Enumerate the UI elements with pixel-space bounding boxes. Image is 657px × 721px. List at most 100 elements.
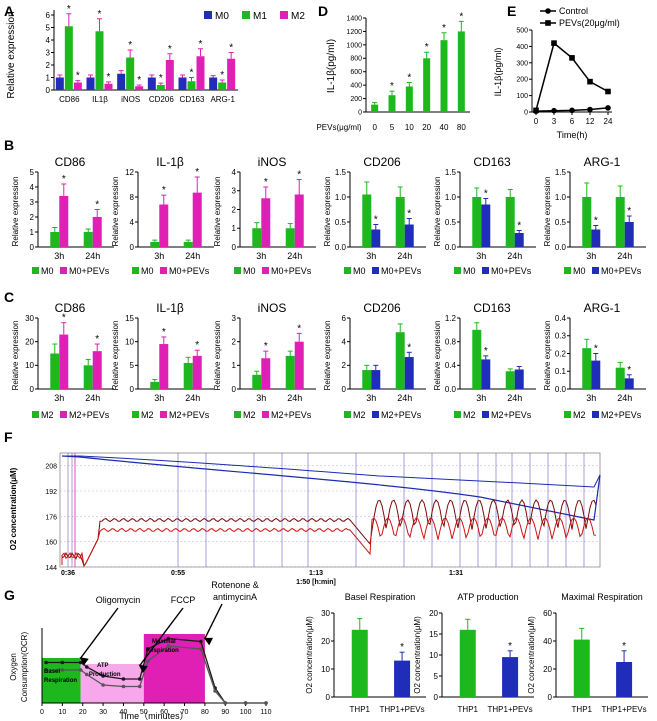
panel-g-bar-control bbox=[459, 629, 476, 697]
panel-c-y-tick-label: 2 bbox=[342, 361, 347, 370]
panel-a-legend-label: M1 bbox=[253, 11, 267, 22]
panel-a-sig-mark: * bbox=[137, 75, 141, 86]
panel-b-y-tick-label: 1 bbox=[30, 228, 35, 237]
panel-a-bar-m1 bbox=[156, 85, 165, 90]
panel-g-bar-y-tick-label: 0 bbox=[326, 693, 331, 702]
panel-a-bar-m1 bbox=[95, 31, 104, 90]
panel-g-x-tick-label: 50 bbox=[140, 709, 148, 716]
panel-a-y-tick-label: 3 bbox=[46, 48, 51, 57]
panel-a-bar-m2 bbox=[104, 83, 113, 90]
panel-c-y-tick-label: 10 bbox=[25, 361, 34, 370]
panel-a-bar-m0 bbox=[178, 77, 187, 90]
panel-d-y-tick-label: 400 bbox=[350, 83, 362, 90]
panel-e-marker-pevs bbox=[533, 107, 539, 114]
panel-b-sig-mark: * bbox=[195, 167, 199, 178]
panel-e-legend-label: Control bbox=[559, 6, 588, 16]
panel-b-bar-control bbox=[183, 242, 193, 247]
panel-c-bar-control bbox=[83, 365, 93, 389]
panel-g-trace-upper-marker bbox=[137, 677, 142, 681]
panel-b-y-tick-label: 0 bbox=[30, 243, 35, 252]
panel-a-sig-mark: * bbox=[199, 39, 203, 50]
panel-c-bar-treated bbox=[294, 341, 304, 389]
panel-g-trace-lower-marker bbox=[146, 659, 150, 663]
panel-g-x-tick-label: 80 bbox=[201, 709, 209, 716]
panel-e-x-tick-label: 12 bbox=[586, 117, 595, 126]
panel-c-legend-swatch bbox=[262, 411, 269, 418]
panel-c-x-tick-label: 3h bbox=[366, 393, 376, 403]
panel-e-y-tick-label: 400 bbox=[516, 44, 528, 51]
panel-c-sig-mark: * bbox=[162, 327, 166, 338]
panel-b-subplot-title: CD163 bbox=[473, 155, 511, 169]
panel-c-bar-treated bbox=[59, 334, 69, 389]
panel-a-legend-label: M2 bbox=[291, 11, 305, 22]
panel-b-y-tick-label: 1.5 bbox=[555, 168, 567, 177]
panel-c-bar-treated bbox=[514, 369, 524, 389]
panel-b-x-tick-label: 24h bbox=[617, 251, 632, 261]
panel-b-bar-control bbox=[252, 228, 262, 247]
panel-a-y-tick-label: 4 bbox=[46, 36, 51, 45]
panel-b-bar-control bbox=[285, 228, 295, 247]
panel-a-bar-m1 bbox=[218, 82, 227, 90]
panel-c-legend-swatch bbox=[234, 411, 241, 418]
panel-g-region-atp-label: Production bbox=[89, 672, 121, 678]
panel-c-y-tick-label: 0.2 bbox=[555, 349, 567, 358]
panel-c-legend-swatch bbox=[344, 411, 351, 418]
panel-g-bar-control bbox=[573, 639, 590, 697]
panel-e-y-tick-label: 300 bbox=[516, 60, 528, 67]
panel-g-trace-lower-marker bbox=[121, 684, 126, 689]
panel-c-y-label: Relative expression bbox=[323, 321, 332, 391]
panel-c-y-tick-label: 1 bbox=[232, 361, 237, 370]
panel-c-legend-swatch bbox=[564, 411, 571, 418]
panel-b-y-tick-label: 0.0 bbox=[335, 243, 347, 252]
panel-a-chart: 0 1 2 3 4 5 6 Relative expression * * CD86 * * IL1β * *… bbox=[6, 4, 305, 104]
panel-g-trace-upper-marker bbox=[166, 636, 171, 641]
panel-b-bar-control bbox=[582, 197, 592, 247]
panel-c-legend-label: M2 bbox=[463, 410, 476, 420]
panel-a-legend-swatch bbox=[242, 11, 250, 19]
panel-e-legend-marker bbox=[545, 20, 551, 26]
panel-c-bar-treated bbox=[192, 355, 202, 389]
panel-b-x-tick-label: 24h bbox=[397, 251, 412, 261]
panel-c-legend-label: M2+PEVs bbox=[491, 410, 532, 420]
panel-c-y-tick-label: 0 bbox=[130, 385, 135, 394]
panel-b-sig-mark: * bbox=[484, 189, 488, 200]
panel-d-y-tick-label: 800 bbox=[350, 56, 362, 63]
panel-b-y-tick-label: 1.0 bbox=[445, 193, 457, 202]
panel-g-arrow bbox=[79, 607, 119, 666]
panel-c-bar-control bbox=[285, 355, 295, 389]
panel-g-trace-upper-marker bbox=[199, 639, 203, 644]
panel-b-y-tick-label: 12 bbox=[125, 168, 134, 177]
panel-f-x-label: 1:50 [h:min] bbox=[296, 579, 336, 586]
panel-e-y-label: IL-1β(pg/ml) bbox=[493, 48, 503, 97]
panel-b-y-tick-label: 0.5 bbox=[555, 218, 567, 227]
panel-g-bar-y-tick-label: 20 bbox=[321, 637, 330, 646]
panel-b-legend-label: M0+PEVs bbox=[381, 266, 422, 276]
panel-c-y-label: Relative expression bbox=[543, 321, 552, 391]
panel-e-marker-control bbox=[605, 105, 611, 111]
panel-f-plot-area bbox=[60, 453, 600, 567]
panel-label-d: D bbox=[318, 3, 328, 19]
panel-c-y-tick-label: 30 bbox=[25, 314, 34, 323]
panel-g-y-label-line-1: Oxygen bbox=[9, 653, 18, 681]
panel-g-x-tick-label: 40 bbox=[120, 709, 128, 716]
panel-c-bar-control bbox=[395, 332, 405, 389]
panel-b-bar-control bbox=[150, 242, 160, 247]
panel-b-y-label: Relative expression bbox=[111, 177, 120, 247]
panel-b-bar-control bbox=[83, 232, 93, 247]
panel-c-bar-control bbox=[615, 367, 625, 389]
panel-g-bar-sig-mark: * bbox=[622, 641, 626, 652]
panel-b-bar-treated bbox=[261, 198, 271, 247]
panel-b-legend-label: M0 bbox=[141, 266, 154, 276]
panel-c-y-tick-label: 5 bbox=[130, 361, 135, 370]
panel-b-legend-label: M0 bbox=[353, 266, 366, 276]
panel-b-subplot-title: CD86 bbox=[55, 155, 86, 169]
panel-c-x-tick-label: 3h bbox=[256, 393, 266, 403]
panel-e-marker-pevs bbox=[569, 55, 575, 61]
panel-b-y-label: Relative expression bbox=[11, 177, 20, 247]
panel-label-g: G bbox=[4, 587, 15, 603]
panel-d-y-tick-label: 1000 bbox=[346, 42, 362, 49]
panel-g-x-tick-label: 10 bbox=[58, 709, 66, 716]
panel-a-legend-swatch bbox=[280, 11, 288, 19]
panel-b-y-tick-label: 3 bbox=[232, 187, 237, 196]
panel-c-legend-label: M2 bbox=[353, 410, 366, 420]
